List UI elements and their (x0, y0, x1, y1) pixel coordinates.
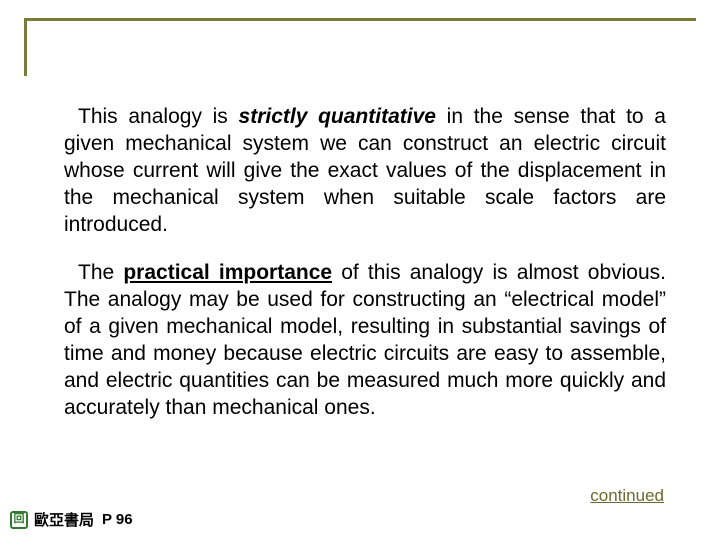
p1-emphasis: strictly quantitative (239, 105, 436, 128)
p1-lead: This analogy is (78, 105, 239, 128)
frame-top-border (24, 18, 696, 21)
footer: 回 歐亞書局 P 96 (10, 509, 133, 530)
publisher-name: 歐亞書局 (34, 509, 94, 530)
paragraph-1: This analogy is strictly quantitative in… (64, 104, 666, 238)
continued-label: continued (590, 486, 664, 506)
slide-body: This analogy is strictly quantitative in… (64, 104, 666, 444)
frame-left-border (24, 18, 27, 76)
p2-lead: The (78, 261, 123, 284)
p2-emphasis: practical importance (123, 261, 332, 284)
paragraph-2: The practical importance of this analogy… (64, 260, 666, 421)
page-reference: P 96 (102, 511, 133, 528)
publisher-logo-icon: 回 (10, 511, 28, 529)
p2-rest: of this analogy is almost obvious. The a… (64, 261, 666, 418)
